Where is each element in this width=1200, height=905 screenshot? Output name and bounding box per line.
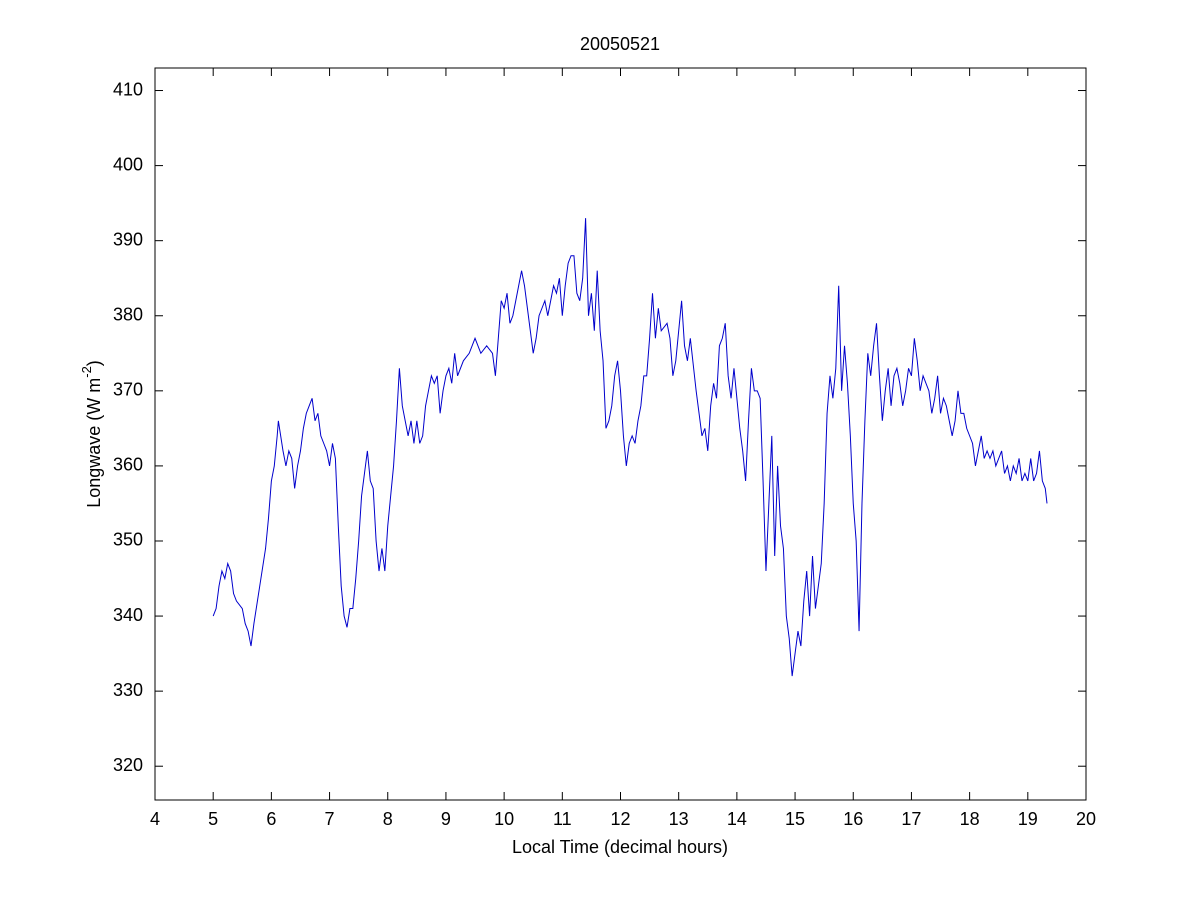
y-tick-label: 400 (113, 154, 143, 174)
plot-frame (154, 67, 1087, 801)
data-line (212, 218, 1048, 677)
y-tick-label: 380 (113, 305, 143, 325)
x-tick-label: 18 (960, 809, 980, 829)
x-tick-label: 19 (1018, 809, 1038, 829)
x-tick-label: 16 (843, 809, 863, 829)
y-axis-label-sup: -2 (79, 366, 94, 378)
y-axis-label-end: ) (84, 360, 104, 366)
y-axis-label: Longwave (W m-2) (79, 360, 103, 508)
y-axis-label-main: Longwave (W m (84, 378, 104, 508)
x-tick-label: 20 (1076, 809, 1096, 829)
y-tick-label: 330 (113, 680, 143, 700)
x-tick-label: 7 (325, 809, 335, 829)
y-tick-label: 390 (113, 229, 143, 249)
y-tick-label: 410 (113, 79, 143, 99)
x-tick-label: 6 (266, 809, 276, 829)
x-tick-label: 15 (785, 809, 805, 829)
x-tick-label: 4 (150, 809, 160, 829)
x-tick-label: 14 (727, 809, 747, 829)
x-tick-label: 9 (441, 809, 451, 829)
x-tick-label: 8 (383, 809, 393, 829)
x-tick-label: 12 (610, 809, 630, 829)
chart-title: 20050521 (580, 34, 660, 54)
x-tick-label: 11 (553, 809, 572, 829)
y-tick-label: 360 (113, 455, 143, 475)
x-tick-label: 5 (208, 809, 218, 829)
x-tick-label: 10 (494, 809, 514, 829)
y-tick-label: 350 (113, 530, 143, 550)
x-tick-label: 17 (901, 809, 921, 829)
x-tick-label: 13 (669, 809, 689, 829)
y-tick-label: 340 (113, 605, 143, 625)
y-tick-label: 320 (113, 755, 143, 775)
y-tick-label: 370 (113, 380, 143, 400)
x-axis-label: Local Time (decimal hours) (512, 837, 728, 857)
